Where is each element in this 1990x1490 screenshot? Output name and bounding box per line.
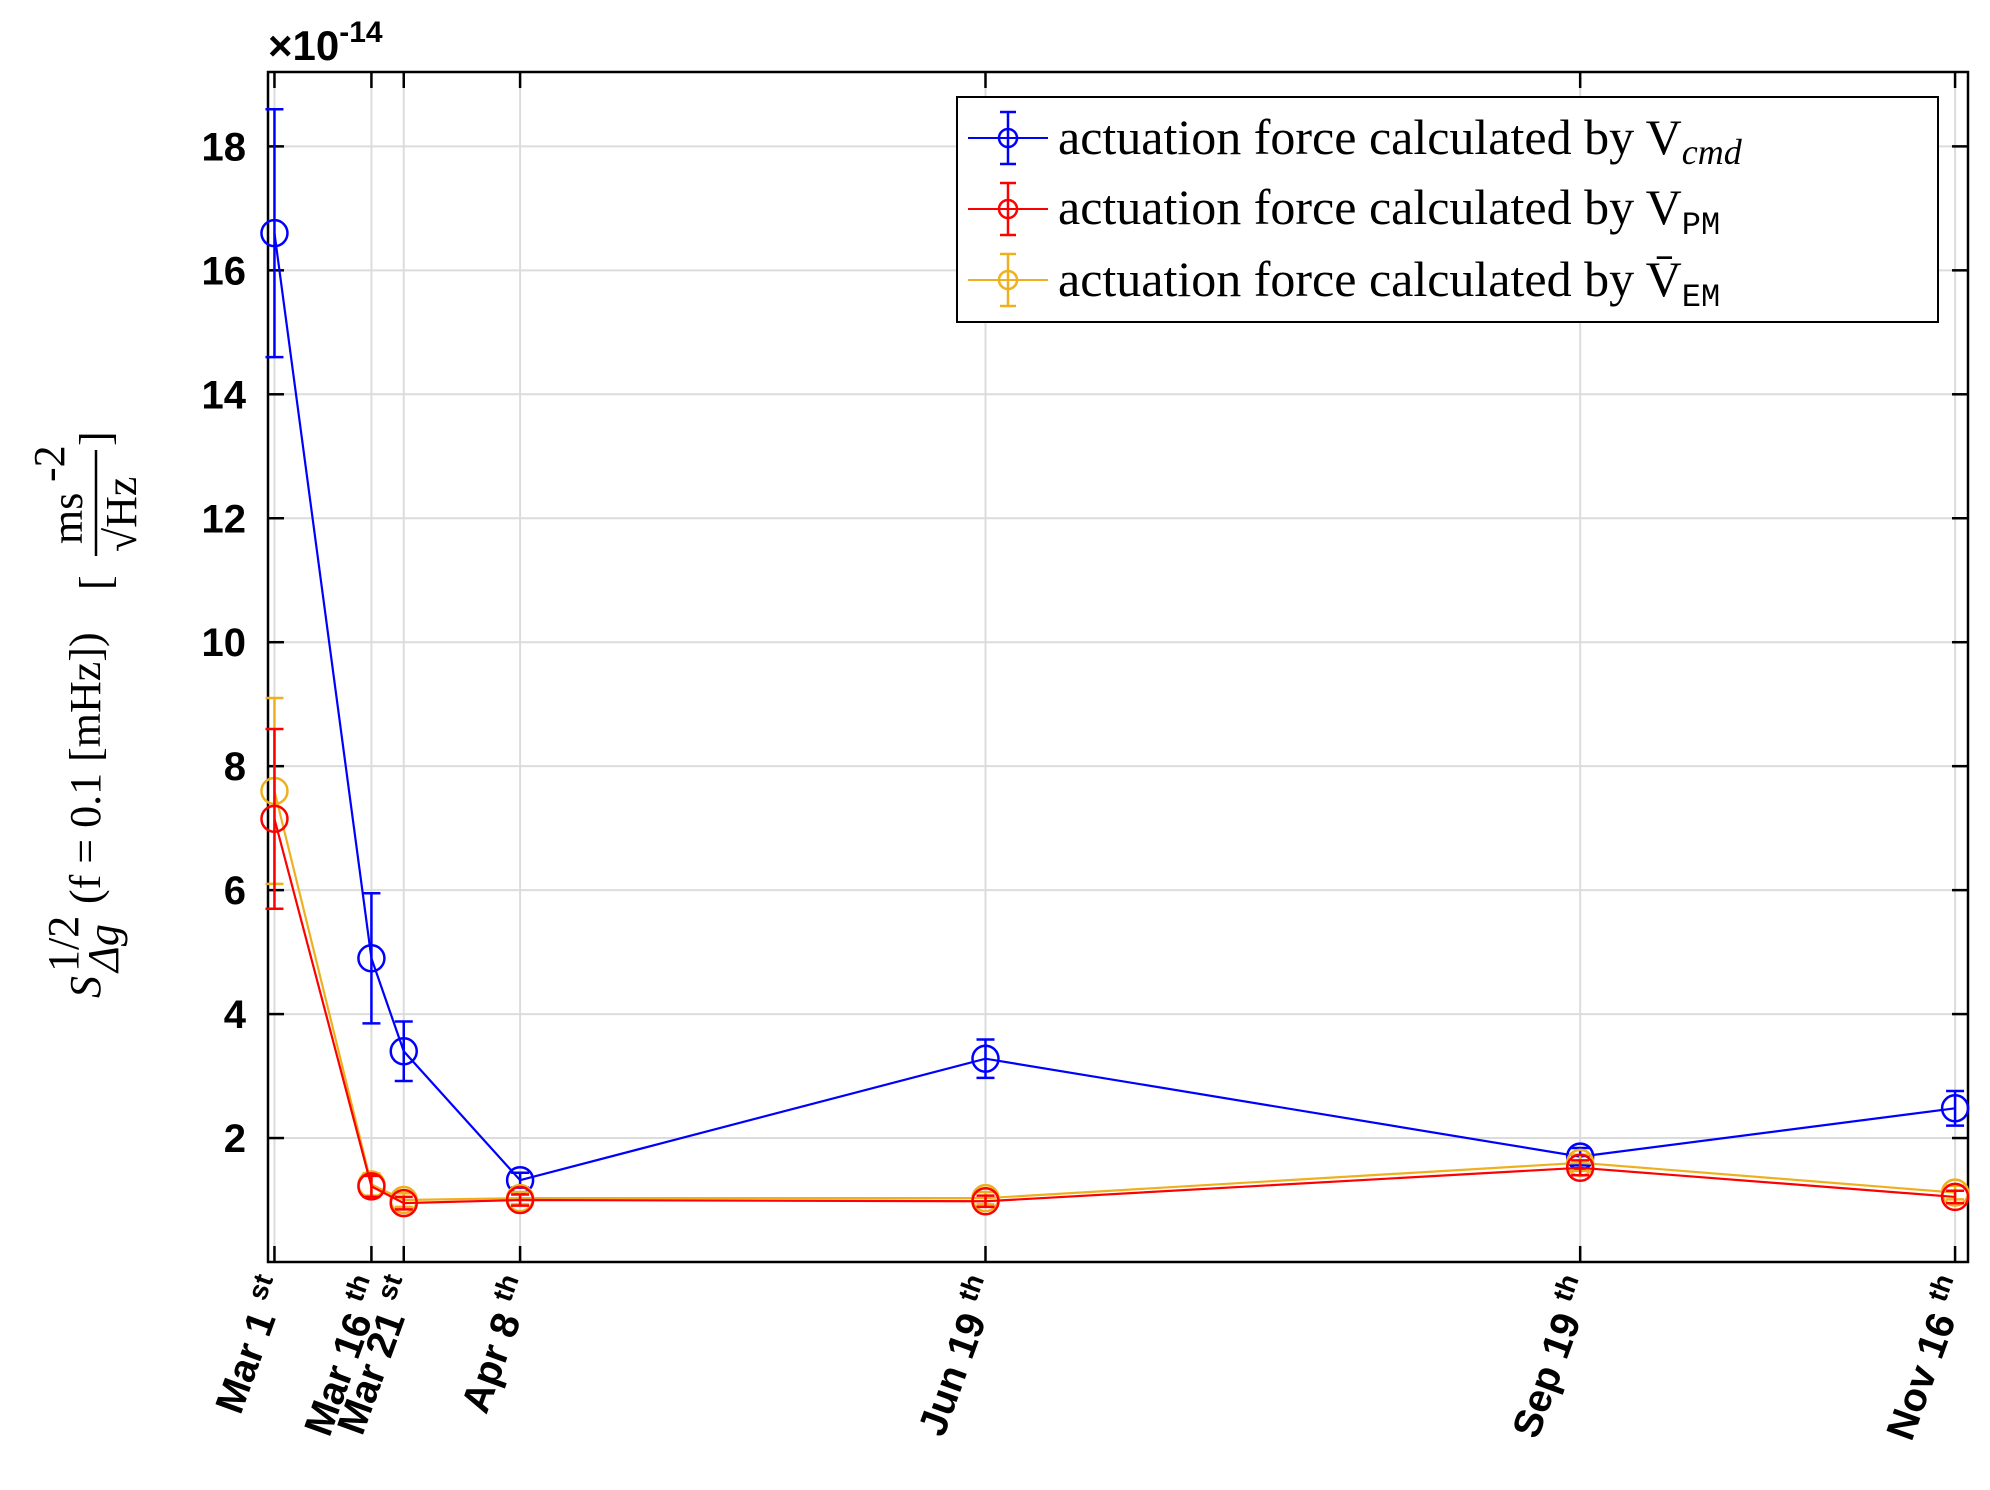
svg-text:(f = 0.1 [mHz]): (f = 0.1 [mHz]) — [61, 632, 110, 904]
data-point — [260, 804, 289, 834]
x-tick-label: Jun 19 th — [905, 1270, 1008, 1441]
y-exponent-label: ×10-14 — [268, 16, 383, 69]
series-line-cmd — [273, 233, 1956, 1182]
legend: actuation force calculated by Vcmd actua… — [956, 96, 1939, 323]
y-tick-label: 6 — [224, 869, 246, 913]
series-line-PM — [273, 818, 1956, 1205]
legend-marker-pm — [997, 198, 1019, 220]
svg-text:Δg: Δg — [79, 924, 128, 974]
data-point — [1940, 1094, 1970, 1123]
x-tick-label: Apr 8 th — [448, 1270, 543, 1418]
data-point — [260, 218, 289, 248]
svg-text:1/2: 1/2 — [39, 916, 88, 972]
y-tick-label: 14 — [202, 373, 247, 417]
data-point — [971, 1187, 1000, 1216]
y-tick-label: 4 — [224, 993, 247, 1037]
y-tick-label: 2 — [224, 1117, 246, 1161]
svg-text:ms: ms — [43, 493, 92, 544]
svg-text:actuation force calculated by: actuation force calculated by Vcmd — [1058, 109, 1743, 172]
x-tick-label: Nov 16 th — [1873, 1270, 1978, 1446]
legend-sub-em: EM — [1682, 279, 1720, 316]
data-point — [389, 1188, 418, 1218]
data-point — [389, 1037, 418, 1066]
legend-marker-cmd — [997, 127, 1019, 149]
data-point — [1940, 1182, 1970, 1212]
data-point — [357, 944, 386, 973]
data-point — [357, 1172, 386, 1201]
svg-text:[: [ — [71, 575, 120, 590]
svg-text:actuation force calculated by: actuation force calculated by V̄EM — [1058, 251, 1720, 316]
y-tick-label: 12 — [202, 497, 247, 541]
data-point — [1565, 1153, 1595, 1183]
legend-marker-em — [997, 269, 1019, 291]
y-tick-label: 16 — [202, 249, 247, 293]
plot-frame — [266, 70, 1970, 1264]
y-tick-label: 10 — [202, 621, 247, 665]
svg-text:]: ] — [71, 431, 120, 446]
legend-sub-pm: PM — [1682, 207, 1720, 244]
legend-entry-em: actuation force calculated by V̄EM — [968, 251, 1720, 316]
legend-label-cmd: actuation force calculated by V — [1058, 109, 1682, 165]
legend-sub-cmd: cmd — [1682, 132, 1743, 172]
x-tick-label: Sep 19 th — [1499, 1270, 1603, 1444]
legend-label-pm: actuation force calculated by V — [1058, 179, 1682, 235]
y-tick-label: 18 — [202, 125, 247, 169]
data-point — [505, 1185, 535, 1215]
legend-box — [956, 96, 1939, 323]
svg-text:√Hz: √Hz — [97, 477, 146, 552]
svg-text:-2: -2 — [25, 445, 74, 482]
y-axis-label: S 1/2 Δg (f = 0.1 [mHz]) [ ms -2 √Hz ] — [25, 431, 146, 998]
legend-entry-cmd: actuation force calculated by Vcmd — [968, 109, 1743, 172]
svg-text:S: S — [61, 976, 110, 998]
svg-text:actuation force calculated by: actuation force calculated by VPM — [1058, 179, 1720, 244]
y-tick-label: 8 — [224, 745, 246, 789]
data-point — [971, 1044, 1000, 1073]
x-tick-label: Mar 1 st — [202, 1270, 297, 1419]
legend-entry-pm: actuation force calculated by VPM — [968, 179, 1720, 244]
legend-label-em: actuation force calculated by V̄ — [1058, 251, 1682, 307]
